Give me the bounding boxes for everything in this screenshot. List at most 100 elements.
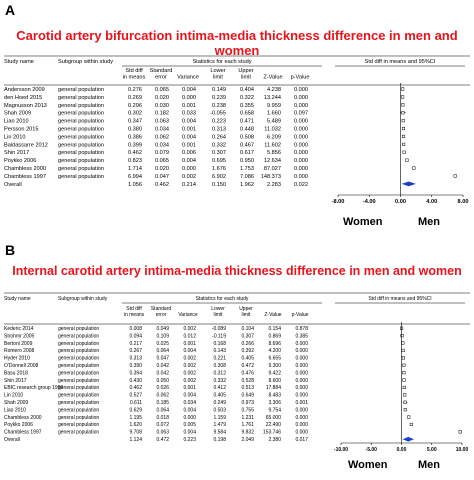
cell-z-value: 17.884 — [266, 385, 282, 391]
cell-variance: 0.004 — [183, 407, 196, 413]
cell-z-value: 5.489 — [267, 119, 281, 125]
cell-lower-limit: 0.313 — [212, 127, 226, 133]
cell-std-diff: 1.620 — [129, 422, 142, 428]
effect-point — [403, 400, 407, 404]
cell-standard-error: 0.062 — [156, 393, 169, 399]
cell-std-diff: 0.629 — [129, 407, 142, 413]
cell-p-value: 0.000 — [295, 407, 308, 413]
study-name: Chambless 2000 — [4, 166, 46, 172]
cell-std-diff: 0.462 — [128, 150, 142, 156]
cell-variance: 0.004 — [182, 158, 196, 164]
cell-z-value: 9.754 — [268, 407, 281, 413]
cell-std-diff: 0.276 — [128, 87, 142, 93]
axis-tick-label: -4.00 — [363, 199, 376, 205]
cell-std-diff: 0.269 — [128, 95, 142, 101]
cell-p-value: 0.000 — [295, 348, 308, 354]
subgroup-value: general population — [58, 400, 99, 406]
men-label: Men — [418, 216, 440, 228]
cell-standard-error: 0.063 — [156, 430, 169, 436]
subgroup-value: general population — [58, 166, 104, 172]
cell-p-value: 0.000 — [294, 134, 308, 140]
cell-standard-error: 0.030 — [155, 103, 169, 109]
cell-p-value: 0.001 — [295, 400, 308, 406]
col-header-p-value: p-Value — [292, 312, 309, 318]
cell-variance: 0.004 — [183, 430, 196, 436]
cell-upper-limit: 0.307 — [241, 333, 254, 339]
axis-tick-label: -5.00 — [366, 447, 378, 453]
subgroup-value: general population — [58, 385, 99, 391]
cell-variance: 0.001 — [182, 127, 196, 133]
panel-label: A — [5, 2, 16, 18]
subgroup-value: general population — [58, 150, 104, 156]
subgroup-value: general population — [58, 103, 104, 109]
overall-label: Overall — [4, 182, 22, 188]
effect-point — [453, 174, 457, 178]
cell-std-diff: 0.094 — [129, 333, 142, 339]
cell-std-diff: 0.462 — [129, 385, 142, 391]
study-name: Romero 2008 — [4, 348, 35, 354]
cell-p-value: 0.000 — [295, 363, 308, 369]
cell-variance: 0.002 — [183, 356, 196, 362]
cell-p-value: 0.878 — [295, 326, 308, 332]
effect-point — [401, 356, 405, 360]
panel-title: Carotid artery bifurcation intima-media … — [16, 28, 458, 58]
cell-std-diff: 0.267 — [129, 348, 142, 354]
col-header-standard-error: Standard — [151, 306, 172, 312]
effect-point — [402, 150, 406, 154]
study-name: Chambless 1997 — [4, 430, 42, 436]
subgroup-value: general population — [58, 174, 104, 180]
cell-lower-limit: 0.239 — [212, 95, 226, 101]
cell-std-diff: 0.217 — [129, 341, 142, 347]
study-name: Lin 2010 — [4, 134, 25, 140]
cell-upper-limit: 2.049 — [241, 437, 254, 443]
cell-p-value: 0.000 — [294, 95, 308, 101]
col-header-lower-limit: Lower — [210, 68, 225, 74]
cell-upper-limit: 0.617 — [240, 150, 254, 156]
cell-p-value: 0.000 — [295, 378, 308, 384]
cell-standard-error: 0.065 — [155, 158, 169, 164]
cell-p-value: 0.000 — [295, 393, 308, 399]
study-name: Basu 2018 — [4, 370, 28, 376]
effect-point — [403, 393, 407, 397]
cell-standard-error: 0.062 — [155, 134, 169, 140]
effect-point — [401, 103, 405, 107]
cell-p-value: 0.000 — [295, 370, 308, 376]
cell-lower-limit: 0.221 — [213, 356, 226, 362]
effect-point — [401, 119, 405, 123]
subgroup-value: general population — [58, 87, 104, 93]
col-header-z-value: Z-Value — [264, 312, 281, 318]
cell-p-value: 0.000 — [294, 142, 308, 148]
cell-standard-error: 0.182 — [155, 111, 169, 117]
cell-lower-limit: 0.332 — [212, 142, 226, 148]
cell-variance: 0.034 — [183, 400, 196, 406]
col-header-upper-limit: Upper — [238, 68, 253, 74]
subgroup-value: general population — [58, 407, 99, 413]
col-header-upper-limit: limit — [242, 312, 251, 318]
cell-p-value: 0.000 — [294, 158, 308, 164]
subgroup-value: general population — [58, 341, 99, 347]
cell-p-value: 0.000 — [295, 385, 308, 391]
cell-std-diff: 0.394 — [129, 370, 142, 376]
effect-point — [402, 371, 406, 375]
axis-tick-label: -10.00 — [334, 447, 348, 453]
cell-standard-error: 0.064 — [156, 348, 169, 354]
cell-upper-limit: 0.755 — [241, 407, 254, 413]
panel-title: Internal carotid artery intima-media thi… — [12, 264, 462, 278]
axis-tick-label: 8.00 — [458, 199, 469, 205]
effect-point — [407, 415, 411, 419]
cell-upper-limit: 0.104 — [241, 326, 254, 332]
cell-lower-limit: 0.264 — [212, 134, 226, 140]
effect-point — [409, 422, 413, 426]
subgroup-value: general population — [58, 326, 99, 332]
cell-standard-error: 0.047 — [156, 356, 169, 362]
cell-z-value: 22.490 — [266, 422, 282, 428]
cell-upper-limit: 0.950 — [240, 158, 254, 164]
cell-upper-limit: 1.231 — [241, 415, 254, 421]
cell-p-value: 0.000 — [294, 103, 308, 109]
forest-table-a: Study name Subgroup within study Statistic… — [4, 55, 470, 205]
cell-lower-limit: 9.584 — [213, 430, 226, 436]
subgroup-value: general population — [58, 348, 99, 354]
cell-lower-limit: 1.676 — [212, 166, 226, 172]
cell-upper-limit: 7.086 — [240, 174, 254, 180]
cell-upper-limit: 0.528 — [241, 378, 254, 384]
